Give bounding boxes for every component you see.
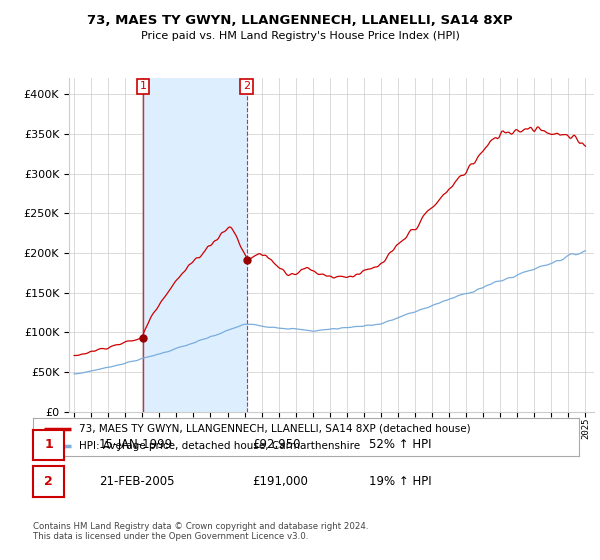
Text: 73, MAES TY GWYN, LLANGENNECH, LLANELLI, SA14 8XP (detached house): 73, MAES TY GWYN, LLANGENNECH, LLANELLI,… [79,423,471,433]
Text: HPI: Average price, detached house, Carmarthenshire: HPI: Average price, detached house, Carm… [79,441,361,451]
Text: 52% ↑ HPI: 52% ↑ HPI [369,438,431,451]
Text: £92,950: £92,950 [252,438,301,451]
Text: 2: 2 [44,475,53,488]
Text: 2: 2 [243,81,250,91]
Text: 1: 1 [44,438,53,451]
Text: 19% ↑ HPI: 19% ↑ HPI [369,475,431,488]
Text: £191,000: £191,000 [252,475,308,488]
Text: 1: 1 [139,81,146,91]
Text: Price paid vs. HM Land Registry's House Price Index (HPI): Price paid vs. HM Land Registry's House … [140,31,460,41]
Text: 21-FEB-2005: 21-FEB-2005 [99,475,175,488]
Text: 15-JAN-1999: 15-JAN-1999 [99,438,173,451]
Text: 73, MAES TY GWYN, LLANGENNECH, LLANELLI, SA14 8XP: 73, MAES TY GWYN, LLANGENNECH, LLANELLI,… [87,14,513,27]
Bar [143,78,247,412]
Text: Contains HM Land Registry data © Crown copyright and database right 2024.
This d: Contains HM Land Registry data © Crown c… [33,522,368,542]
